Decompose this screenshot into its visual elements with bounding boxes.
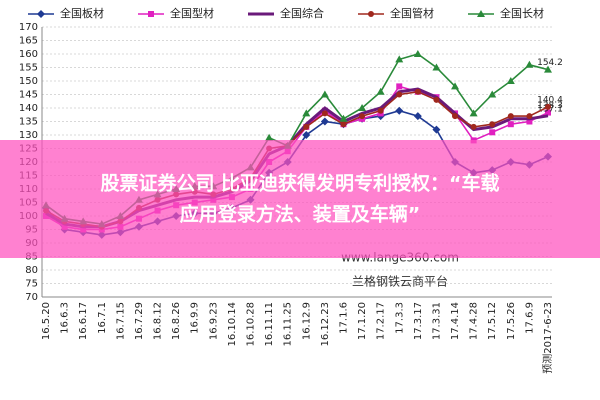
marker: [320, 117, 329, 126]
marker: [432, 125, 441, 134]
marker: [377, 107, 384, 114]
marker: [321, 110, 328, 117]
marker: [413, 112, 422, 121]
x-tick-label: 16.7.15: [115, 302, 126, 340]
marker: [489, 129, 496, 136]
x-tick-label: 17.1.6: [338, 302, 349, 334]
marker: [545, 103, 551, 110]
marker: [432, 63, 441, 71]
marker: [302, 109, 311, 117]
marker: [376, 87, 385, 95]
marker: [395, 106, 404, 115]
marker: [414, 88, 421, 95]
data-label: 137.1: [537, 104, 563, 114]
x-tick-label: 16.12.9: [301, 302, 312, 340]
marker: [452, 113, 459, 120]
y-tick-label: 165: [19, 36, 38, 47]
y-tick-label: 145: [19, 90, 38, 101]
legend-label: 全国综合: [280, 6, 324, 20]
banner-background: [0, 140, 600, 258]
y-tick-label: 135: [19, 117, 38, 128]
marker: [506, 77, 515, 84]
x-tick-label: 16.8.12: [153, 302, 164, 340]
y-tick-label: 70: [25, 292, 38, 303]
y-tick-label: 155: [19, 63, 38, 74]
marker: [396, 91, 403, 98]
x-tick-label: 17.3.17: [413, 302, 424, 340]
marker: [469, 109, 478, 117]
x-tick-label: 16.6.17: [78, 302, 89, 340]
marker: [507, 121, 514, 128]
x-tick-label: 16.6.3: [60, 302, 71, 334]
marker: [395, 55, 404, 63]
x-tick-label: 16.9.9: [190, 302, 201, 334]
marker: [488, 90, 497, 98]
marker: [320, 90, 329, 98]
marker: [413, 50, 422, 57]
marker: [358, 104, 367, 111]
y-tick-label: 150: [19, 76, 38, 87]
legend-marker: [37, 10, 45, 18]
legend-label: 全国管材: [390, 6, 434, 20]
marker: [526, 113, 533, 120]
x-tick-label: 17.5.12: [487, 302, 498, 340]
data-label: 154.2: [537, 58, 563, 68]
legend-marker: [368, 11, 374, 17]
marker: [433, 96, 440, 103]
marker: [302, 131, 311, 139]
x-tick-label: 17.1.20: [357, 302, 368, 340]
marker: [489, 121, 496, 128]
banner-line: 应用登录方法、装置及车辆”: [180, 203, 421, 226]
data-label: 140.4: [537, 95, 563, 105]
x-tick-label: 17.4.28: [469, 302, 480, 340]
legend-label: 全国板材: [60, 6, 104, 20]
x-tick-label: 16.11.25: [283, 302, 294, 347]
marker: [339, 114, 348, 122]
marker: [451, 82, 460, 90]
watermark-name: 兰格钢铁云商平台: [352, 274, 448, 289]
marker: [470, 123, 477, 130]
x-tick-label: 16.10.28: [246, 302, 257, 347]
marker: [544, 65, 552, 73]
y-tick-label: 80: [25, 265, 38, 276]
x-tick-label: 16.12.23: [320, 302, 331, 347]
x-tick-label: 17.4.14: [450, 302, 461, 340]
y-tick-label: 75: [25, 279, 38, 290]
legend-label: 全国长材: [500, 6, 544, 20]
y-tick-label: 160: [19, 49, 38, 60]
legend-marker: [148, 11, 154, 17]
x-tick-label: 17.3.3: [394, 302, 405, 334]
x-tick-label: 17.6.9: [524, 302, 535, 334]
x-tick-label: 16.7.29: [134, 302, 145, 340]
legend-label: 全国型材: [170, 6, 214, 20]
x-tick-label: 预测2017-6-23: [541, 302, 554, 374]
x-tick-label: 17.3.31: [431, 302, 442, 340]
y-tick-label: 130: [19, 130, 38, 141]
x-tick-label: 17.2.17: [376, 302, 387, 340]
banner-line: 股票证券公司 比亚迪获得发明专利授权：“车载: [100, 172, 499, 195]
marker: [526, 118, 533, 125]
marker: [359, 113, 366, 120]
x-tick-label: 16.11.11: [264, 302, 275, 347]
x-tick-label: 16.10.14: [227, 302, 238, 347]
y-tick-label: 140: [19, 103, 38, 114]
x-tick-label: 16.8.26: [171, 302, 182, 340]
marker: [396, 83, 403, 90]
marker: [507, 113, 514, 120]
x-tick-label: 16.5.20: [41, 302, 52, 340]
x-tick-label: 16.9.23: [208, 302, 219, 340]
legend-marker: [477, 10, 485, 17]
marker: [545, 109, 551, 116]
marker: [265, 133, 274, 141]
x-tick-label: 17.5.26: [506, 302, 517, 340]
x-tick-label: 16.7.1: [97, 302, 108, 334]
marker: [525, 60, 534, 68]
marker: [340, 121, 347, 128]
y-tick-label: 170: [19, 22, 38, 33]
marker: [303, 123, 310, 130]
